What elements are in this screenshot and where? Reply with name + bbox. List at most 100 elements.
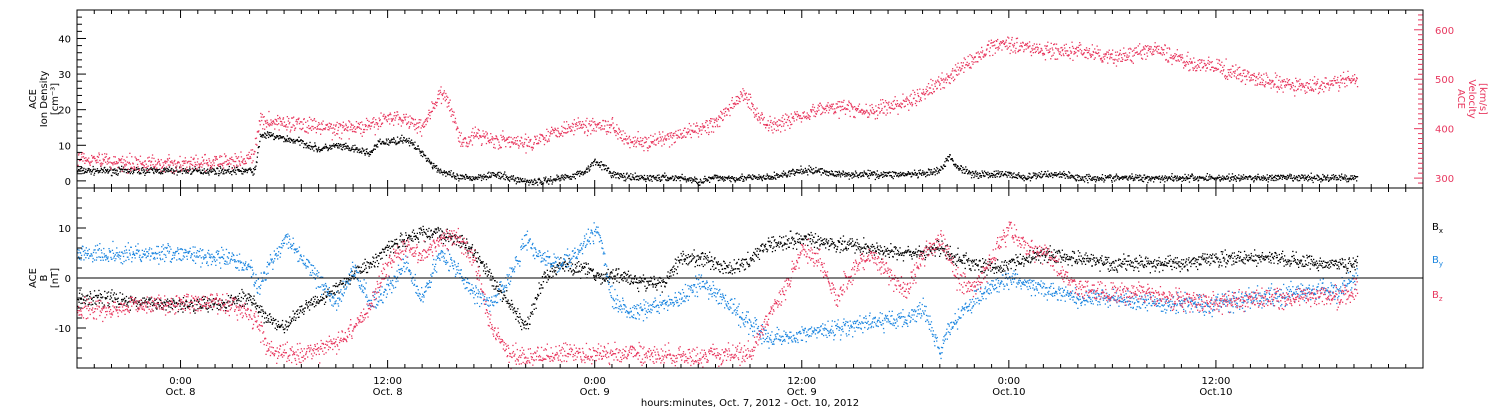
data-point	[623, 179, 625, 182]
data-point	[197, 158, 199, 160]
data-point	[1178, 55, 1180, 57]
data-point	[511, 178, 514, 180]
data-point	[438, 169, 441, 171]
data-point	[939, 168, 941, 171]
data-point	[872, 171, 874, 173]
data-point	[448, 101, 450, 104]
data-point	[1132, 62, 1134, 64]
data-point	[1192, 69, 1194, 71]
data-point	[363, 150, 365, 152]
data-point	[308, 145, 311, 147]
data-point	[1251, 178, 1253, 180]
data-point	[506, 137, 508, 139]
data-point	[1040, 177, 1042, 179]
data-point	[420, 127, 422, 129]
data-point	[88, 161, 90, 163]
data-point	[931, 84, 933, 86]
data-point	[531, 146, 533, 148]
data-point	[266, 119, 268, 121]
data-point	[468, 176, 471, 178]
data-point	[662, 176, 664, 178]
data-point	[208, 169, 211, 171]
data-point	[689, 177, 691, 179]
data-point	[194, 163, 197, 166]
data-point	[960, 165, 962, 167]
data-point	[138, 168, 140, 170]
data-point	[739, 179, 741, 181]
data-point	[291, 139, 293, 141]
data-point	[850, 174, 852, 177]
data-point	[682, 177, 684, 179]
data-point	[1156, 50, 1158, 53]
data-point	[555, 178, 557, 180]
data-point	[451, 110, 454, 113]
data-point	[1256, 175, 1259, 178]
data-point	[209, 165, 212, 167]
data-point	[966, 61, 968, 63]
data-point	[1075, 180, 1077, 182]
data-point	[1312, 181, 1314, 184]
data-point	[958, 169, 960, 171]
data-point	[653, 177, 656, 179]
data-point	[875, 173, 877, 175]
data-point	[1292, 180, 1294, 182]
data-point	[220, 163, 222, 166]
data-point	[880, 103, 882, 105]
data-point	[551, 126, 553, 128]
data-point	[430, 110, 432, 113]
data-point	[785, 174, 787, 176]
data-point	[369, 153, 372, 156]
data-point	[561, 177, 563, 179]
data-point	[792, 115, 794, 118]
data-point	[630, 141, 632, 144]
data-point	[806, 169, 808, 172]
data-point	[1114, 175, 1117, 177]
data-point	[834, 110, 836, 113]
data-point	[1340, 175, 1342, 177]
data-point	[286, 116, 288, 118]
data-point	[702, 181, 704, 183]
data-point	[460, 174, 462, 177]
data-point	[854, 116, 856, 119]
data-point	[1048, 174, 1050, 176]
data-point	[1002, 40, 1005, 42]
data-point	[956, 66, 958, 68]
data-point	[209, 167, 212, 169]
data-point	[336, 121, 338, 124]
data-point	[621, 174, 623, 176]
data-point	[954, 64, 957, 66]
data-point	[390, 118, 392, 120]
data-point	[1088, 173, 1090, 176]
data-point	[1163, 49, 1165, 51]
data-point	[214, 173, 216, 175]
data-point	[1181, 180, 1183, 182]
data-point	[241, 161, 244, 164]
data-point	[365, 125, 367, 128]
data-point	[283, 137, 286, 139]
data-point	[227, 170, 229, 172]
data-point	[84, 170, 86, 173]
data-point	[446, 172, 448, 174]
data-point	[400, 140, 402, 142]
data-point	[362, 124, 364, 126]
data-point	[1142, 181, 1145, 183]
data-point	[496, 172, 499, 174]
data-point	[1002, 175, 1005, 177]
data-point	[734, 181, 736, 183]
data-point	[198, 164, 201, 166]
data-point	[1299, 179, 1301, 182]
data-point	[835, 112, 837, 114]
data-point	[516, 176, 518, 179]
data-point	[218, 165, 220, 167]
data-point	[153, 172, 155, 175]
data-point	[857, 105, 860, 107]
data-point	[145, 167, 147, 169]
data-point	[719, 179, 721, 181]
data-point	[977, 61, 979, 63]
data-point	[305, 121, 307, 123]
data-point	[785, 175, 788, 177]
data-point	[360, 128, 362, 130]
data-point	[373, 117, 375, 119]
data-point	[686, 179, 688, 181]
data-point	[851, 172, 853, 174]
